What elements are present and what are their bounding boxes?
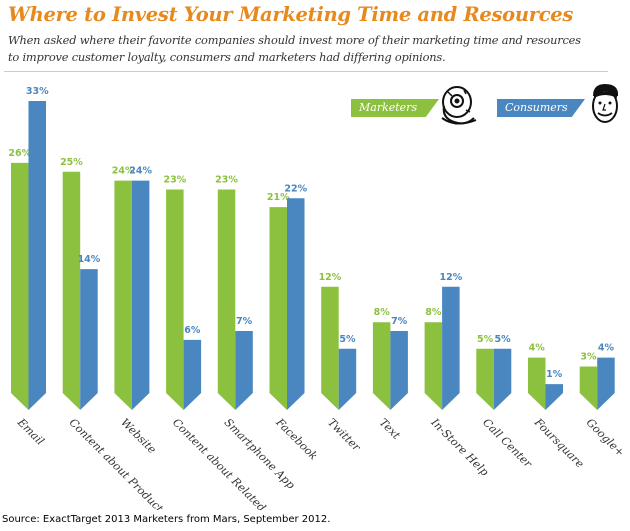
marketers-value-label: 23% — [215, 174, 238, 185]
consumers-bar — [597, 357, 615, 410]
consumers-value-label: 22% — [284, 183, 307, 194]
bar-group: 12% 5% Twitter — [319, 272, 364, 454]
consumers-value-label: 33% — [26, 86, 49, 97]
bar-group: 8%7% Text — [372, 307, 408, 442]
consumers-bar — [442, 286, 460, 410]
consumers-value-label: 12% — [439, 272, 462, 283]
marketers-bar — [269, 207, 287, 410]
marketers-bar — [321, 286, 339, 410]
consumers-bar — [287, 198, 305, 410]
subtitle-line-1: When asked where their favorite companie… — [8, 33, 581, 47]
consumers-bar — [183, 339, 202, 410]
source-note: Source: ExactTarget 2013 Marketers from … — [2, 514, 331, 525]
marketers-bar — [579, 366, 598, 410]
consumers-bar — [28, 100, 46, 410]
category-label: Call Center — [480, 416, 535, 471]
header-divider — [4, 71, 608, 72]
consumers-value-label: 1% — [546, 369, 563, 380]
subtitle-line-2: to improve customer loyalty, consumers a… — [8, 50, 446, 64]
category-label: Foursquare — [531, 415, 587, 471]
marketers-value-label: 8% — [425, 307, 442, 318]
consumers-bar — [131, 180, 150, 410]
consumers-bar — [545, 384, 563, 410]
consumers-value-label: 4% — [598, 343, 615, 354]
marketers-value-label: 4% — [529, 343, 546, 354]
man-face-icon — [592, 84, 619, 123]
marketers-value-label: 23% — [163, 174, 186, 185]
marketers-value-label: 21% — [267, 192, 290, 203]
consumers-bar — [235, 331, 253, 410]
marketers-value-label: 24% — [112, 166, 135, 177]
marketers-bar — [424, 322, 443, 410]
chart-subtitle: When asked where their favorite companie… — [8, 32, 608, 66]
consumers-bar — [80, 269, 98, 410]
marketers-value-label: 12% — [319, 272, 342, 283]
marketers-bar — [528, 357, 546, 410]
consumers-bar — [390, 331, 408, 410]
consumers-value-label: 5% — [339, 334, 356, 345]
category-label: Website — [118, 416, 159, 457]
marketers-bar — [11, 162, 29, 410]
marketers-value-label: 5% — [477, 334, 494, 345]
diving-helmet-icon — [441, 86, 477, 125]
category-label: Google+ — [584, 416, 627, 459]
marketers-value-label: 3% — [580, 351, 597, 362]
category-label: Content about Products — [67, 416, 170, 510]
bar-group: 5% 5% Call Center — [476, 334, 535, 471]
category-label: Twitter — [325, 416, 363, 454]
category-label: Text — [377, 416, 403, 442]
marketers-bar — [372, 322, 391, 410]
bar-group: 4% 1% Foursquare — [528, 343, 587, 471]
marketers-bar — [114, 180, 132, 410]
bar-group: 21%22% Facebook — [267, 183, 320, 463]
marketers-value-label: 26% — [8, 148, 31, 159]
category-label: Facebook — [273, 415, 321, 463]
consumers-value-label: 7% — [236, 316, 253, 327]
consumers-value-label: 6% — [184, 325, 201, 336]
consumers-value-label: 5% — [494, 334, 511, 345]
consumers-value-label: 7% — [391, 316, 408, 327]
consumers-bar — [338, 348, 357, 410]
marketers-value-label: 8% — [374, 307, 391, 318]
category-label: Email — [14, 415, 47, 448]
chart-title: Where to Invest Your Marketing Time and … — [8, 3, 574, 26]
consumers-value-label: 24% — [129, 166, 152, 177]
bar-group: 3%4% Google+ — [579, 343, 627, 459]
consumers-bar — [493, 348, 512, 410]
consumers-value-label: 14% — [78, 254, 101, 265]
legend-marketers: Marketers — [351, 99, 439, 117]
marketers-value-label: 25% — [60, 157, 83, 168]
bar-group: 26% 33% Email — [8, 86, 49, 448]
bar-group: 24%24% Website — [112, 166, 159, 457]
legend-consumers: Consumers — [497, 99, 585, 117]
marketers-bar — [62, 171, 81, 410]
marketers-bar — [217, 189, 236, 410]
marketers-bar — [166, 189, 184, 410]
marketers-bar — [476, 348, 494, 410]
